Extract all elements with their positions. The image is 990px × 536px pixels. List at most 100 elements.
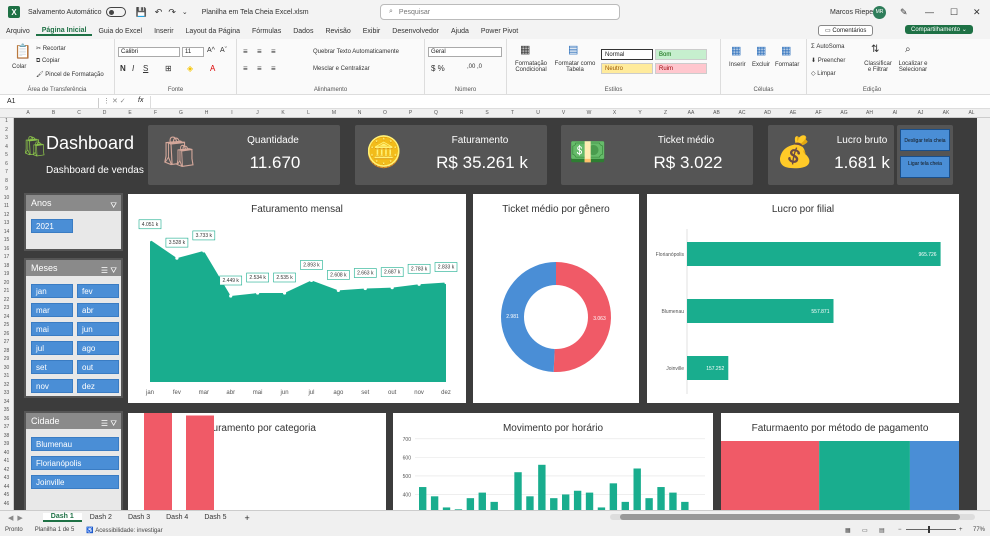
vertical-scrollbar[interactable] [977,118,990,510]
row-header[interactable]: 43 [3,475,10,481]
fill-color-icon[interactable]: ◈ [187,64,194,73]
sheet-tab-dash-5[interactable]: Dash 5 [204,514,227,521]
row-header[interactable]: 34 [3,398,10,405]
shrink-font-icon[interactable]: Aˇ [220,47,227,54]
paste-button[interactable]: Colar [12,64,27,70]
align-top-icon[interactable]: ≡ [243,47,248,56]
minimize-icon[interactable]: — [925,7,934,17]
column-header[interactable]: K [281,110,285,116]
slicer-item-blumenau[interactable]: Blumenau [31,437,119,451]
column-header[interactable]: P [408,110,413,116]
zoom-level[interactable]: 77% [973,527,986,533]
zoom-out-icon[interactable]: − [898,527,902,533]
slicer-item-set[interactable]: set [31,360,73,374]
sheet-tab-dash-2[interactable]: Dash 2 [89,514,112,521]
comments-button[interactable]: ▭ Comentários [818,25,874,36]
row-header[interactable]: 27 [3,339,10,345]
column-header[interactable]: A [26,110,30,116]
formula-cancel-icon[interactable]: ⋮ ✕ ✓ [103,98,126,105]
slicer-item-jun[interactable]: jun [77,322,119,336]
sheet-tab-dash-3[interactable]: Dash 3 [127,514,151,521]
column-header[interactable]: Z [663,110,668,116]
align-middle-icon[interactable]: ≡ [257,47,262,56]
formula-input[interactable] [150,96,970,108]
row-header[interactable]: 15 [3,237,10,243]
paste-icon[interactable]: 📋 [14,43,32,59]
row-header[interactable]: 12 [3,211,10,218]
currency-icon[interactable]: $ % [431,64,445,73]
slicer-item-ago[interactable]: ago [77,341,119,355]
column-header[interactable]: N [357,110,362,116]
sheet-tab-dash-1[interactable]: Dash 1 [42,513,82,522]
row-header[interactable]: 26 [3,330,10,337]
slicer-item-out[interactable]: out [77,360,119,374]
column-header[interactable]: AK [942,110,950,116]
column-header[interactable]: G [179,110,183,116]
style-ruim[interactable]: Ruim [655,63,707,74]
column-header[interactable]: AD [764,110,771,116]
row-header[interactable]: 24 [3,313,10,320]
row-header[interactable]: 41 [3,458,10,464]
add-sheet-icon[interactable]: + [244,512,250,523]
multi-select-icon[interactable]: ☰ ⛛ [100,419,117,428]
font-color-icon[interactable]: A [210,64,216,73]
column-header[interactable]: X [612,110,617,116]
italic-icon[interactable]: I [132,64,135,73]
column-header[interactable]: AG [840,110,848,116]
row-header[interactable]: 39 [3,441,10,447]
row-header[interactable]: 19 [3,271,10,277]
row-header[interactable]: 42 [3,466,10,473]
tab-guia-excel[interactable]: Guia do Excel [98,28,143,35]
column-header[interactable]: T [510,110,515,116]
row-header[interactable]: 32 [3,381,10,388]
style-bom[interactable]: Bom [655,49,707,60]
tab-exibir[interactable]: Exibir [362,28,381,35]
align-bottom-icon[interactable]: ≡ [271,47,276,56]
row-header[interactable]: 23 [3,305,10,311]
column-header[interactable]: AF [815,110,822,116]
slicer-item-florianopolis[interactable]: Florianópolis [31,456,119,470]
search-input[interactable]: ⌕ Pesquisar [380,4,620,20]
autosum-button[interactable]: Σ AutoSoma [811,44,844,50]
maximize-icon[interactable]: ☐ [950,6,959,17]
style-neutro[interactable]: Neutro [601,63,653,74]
row-header[interactable]: 25 [3,322,10,328]
column-header[interactable]: S [485,110,489,116]
slicer-item-jan[interactable]: jan [31,284,73,298]
avatar[interactable]: MR [873,5,886,19]
font-size-select[interactable]: 11 [182,47,204,57]
column-header[interactable]: F [153,110,158,116]
delete-cells-button[interactable]: Excluir [752,62,771,68]
row-header[interactable]: 30 [3,364,10,371]
column-header[interactable]: AL [968,110,975,116]
pen-icon[interactable]: ✎ [900,6,908,17]
share-button[interactable]: Compartilhamento ⌄ [905,25,973,34]
column-header[interactable]: AA [687,110,695,116]
slicer-item-jul[interactable]: jul [31,341,73,355]
qat-more-icon[interactable]: ⌄ [181,9,188,16]
column-header[interactable]: H [204,110,209,116]
row-header[interactable]: 28 [3,347,10,354]
slicer-item-abr[interactable]: abr [77,303,119,317]
column-header[interactable]: Q [434,110,438,116]
copy-button[interactable]: ⧉ Copiar [36,58,60,65]
fullscreen-on-button[interactable]: Ligar tela cheia [900,156,950,178]
undo-icon[interactable]: ↶ [154,6,163,17]
wrap-text-button[interactable]: Quebrar Texto Automaticamente [313,49,399,55]
tab-desenvolvedor[interactable]: Desenvolvedor [392,28,439,35]
zoom-in-icon[interactable]: + [959,527,963,533]
tab-ajuda[interactable]: Ajuda [450,28,469,35]
normal-view-icon[interactable]: ▦ [845,527,851,534]
row-header[interactable]: 22 [3,296,10,303]
slicer-item-2021[interactable]: 2021 [31,219,73,233]
slicer-item-dez[interactable]: dez [77,379,119,393]
row-header[interactable]: 18 [3,262,10,269]
underline-icon[interactable]: S [143,64,149,73]
save-icon[interactable]: 💾 [135,6,147,17]
decimal-icon[interactable]: ,00 ,0 [467,64,483,70]
multi-select-icon[interactable]: ☰ ⛛ [100,266,117,275]
insert-cells-button[interactable]: Inserir [729,62,746,68]
column-header[interactable]: D [102,110,107,116]
row-header[interactable]: 7 [5,169,8,175]
zoom-slider[interactable] [906,526,956,533]
